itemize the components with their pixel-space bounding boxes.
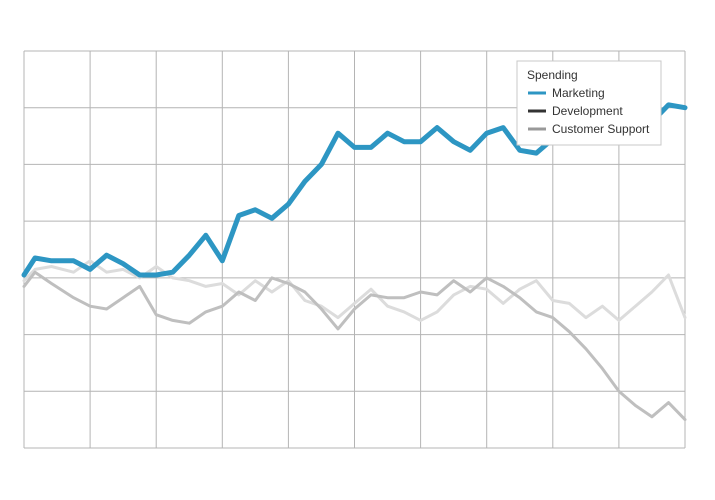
series-line-customer-support <box>22 259 687 322</box>
legend-items: Marketing Development Customer Support <box>528 86 650 136</box>
legend-label-marketing: Marketing <box>552 86 605 100</box>
legend-box <box>516 60 662 146</box>
series-line-development <box>22 270 687 422</box>
legend-label-development: Development <box>552 104 623 118</box>
legend[interactable]: Spending Marketing Development Customer Su… <box>516 60 662 146</box>
legend-title: Spending <box>527 68 578 82</box>
legend-label-customer-support: Customer Support <box>552 122 650 136</box>
